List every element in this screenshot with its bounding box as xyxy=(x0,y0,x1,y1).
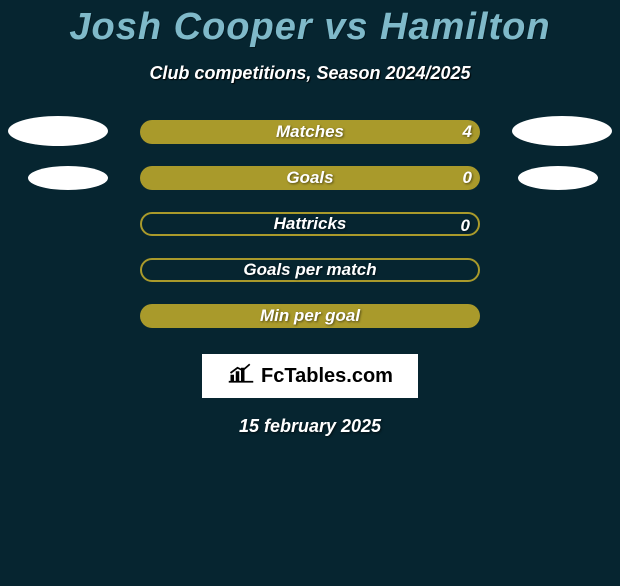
logo-chart-icon xyxy=(227,362,255,390)
stat-row: Min per goal xyxy=(0,304,620,350)
stat-value: 0 xyxy=(461,214,470,238)
stat-row: Goals per match xyxy=(0,258,620,304)
bar-fill: Goals per match xyxy=(140,258,480,282)
bar-track: Matches 4 xyxy=(140,120,480,144)
right-pill xyxy=(512,116,612,146)
stat-label: Matches xyxy=(276,122,344,141)
bar-fill: Hattricks 0 xyxy=(140,212,480,236)
bar-track: Goals 0 xyxy=(140,166,480,190)
page-title: Josh Cooper vs Hamilton xyxy=(0,6,620,49)
left-pill xyxy=(8,116,108,146)
left-pill xyxy=(28,166,108,190)
logo-text: FcTables.com xyxy=(261,365,393,388)
bar-fill: Goals 0 xyxy=(140,166,480,190)
stat-label: Goals per match xyxy=(243,260,376,279)
stat-row: Hattricks 0 xyxy=(0,212,620,258)
stat-rows: Matches 4 Goals 0 Hattricks 0 Goals per match M… xyxy=(0,120,620,350)
stat-label: Min per goal xyxy=(260,306,360,325)
stat-value: 0 xyxy=(463,166,472,190)
logo-box[interactable]: FcTables.com xyxy=(202,354,418,398)
stat-row: Goals 0 xyxy=(0,166,620,212)
bar-fill: Min per goal xyxy=(140,304,480,328)
bar-track: Min per goal xyxy=(140,304,480,328)
stat-row: Matches 4 xyxy=(0,120,620,166)
bar-track: Hattricks 0 xyxy=(140,212,480,236)
stat-value: 4 xyxy=(463,120,472,144)
bar-fill: Matches 4 xyxy=(140,120,480,144)
right-pill xyxy=(518,166,598,190)
stat-label: Goals xyxy=(286,168,333,187)
subtitle: Club competitions, Season 2024/2025 xyxy=(0,63,620,84)
comparison-card: Josh Cooper vs Hamilton Club competition… xyxy=(0,6,620,437)
stat-label: Hattricks xyxy=(274,214,347,233)
date: 15 february 2025 xyxy=(0,416,620,437)
bar-track: Goals per match xyxy=(140,258,480,282)
